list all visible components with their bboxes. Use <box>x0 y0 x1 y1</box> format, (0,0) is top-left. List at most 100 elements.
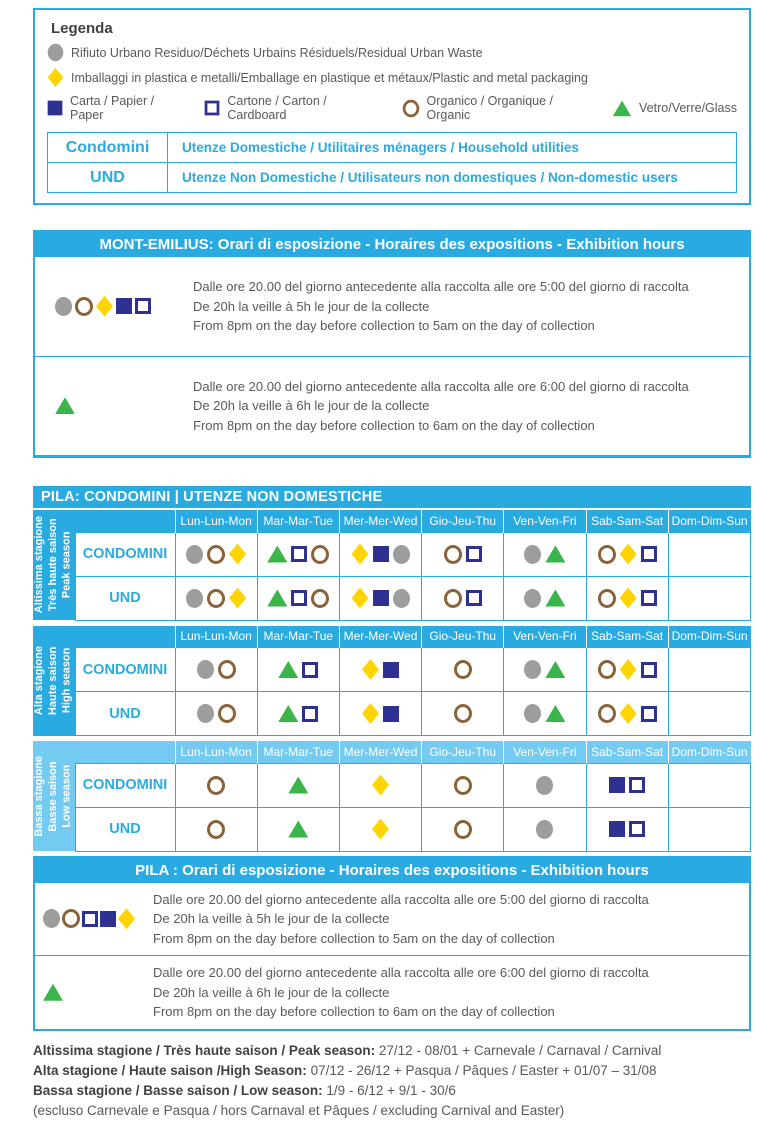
navy-square-open-icon <box>640 661 657 678</box>
schedule-cell <box>585 691 669 736</box>
navy-square-open-icon <box>465 590 482 606</box>
schedule-row: UND <box>33 806 752 852</box>
yellow-diamond-icon <box>362 703 379 724</box>
gray-circle-icon <box>524 704 542 723</box>
mont-emilius-hours-rows: Dalle ore 20.00 del giorno antecedente a… <box>35 257 749 455</box>
gray-circle-icon <box>536 775 554 795</box>
hours-text-line: De 20h la veille à 6h le jour de la coll… <box>153 984 390 1000</box>
navy-square-open-icon <box>640 590 657 606</box>
schedule-cell-icons <box>176 660 257 679</box>
legend-row: Carta / Papier / Paper Cartone / Carton /… <box>47 94 737 122</box>
yellow-diamond-icon <box>362 659 379 680</box>
schedule-cell-icons <box>258 776 339 794</box>
yellow-diamond-icon <box>372 818 389 840</box>
schedule-cell-icons <box>340 543 421 565</box>
gray-circle-icon <box>392 588 410 608</box>
gray-circle-icon <box>186 544 204 564</box>
pila-hours-rows: Dalle ore 20.00 del giorno antecedente a… <box>35 883 749 1029</box>
season-label: Altissima stagione Très haute saison Peak … <box>33 516 73 614</box>
navy-square-open-icon <box>291 546 308 562</box>
user-type-code: Condomini <box>47 132 168 163</box>
hours-text-line: Dalle ore 20.00 del giorno antecedente a… <box>193 279 689 294</box>
yellow-diamond-icon <box>619 587 637 609</box>
schedule-cell <box>503 691 587 736</box>
day-header-row: Altissima stagione Très haute saison Peak … <box>33 510 751 620</box>
schedule-cell-icons <box>258 705 339 722</box>
row-label: CONDOMINI <box>74 531 176 577</box>
schedule-cell-icons <box>340 774 421 796</box>
green-triangle-icon <box>55 397 75 415</box>
schedule-cell <box>256 806 340 852</box>
legend-item: Imballaggi in plastica e metalli/Emballa… <box>47 67 737 88</box>
user-type-description: Utenze Non Domestiche / Utilisateurs non… <box>167 162 737 193</box>
schedule-cell <box>667 647 752 692</box>
schedule-cell-icons <box>587 543 668 565</box>
brown-ring-icon <box>311 544 330 564</box>
season-dates-line: Alta stagione / Haute saison /High Seaso… <box>33 1062 657 1078</box>
season-label-cell: Alta stagione Haute saison High season <box>33 625 75 736</box>
schedule-cell <box>585 762 669 808</box>
green-triangle-icon <box>278 661 299 678</box>
legend-item: Rifiuto Urbano Residuo/Déchets Urbains R… <box>47 43 737 62</box>
season-table: Alta stagione Haute saison High season Lun-… <box>33 625 752 736</box>
yellow-diamond-icon <box>351 587 369 609</box>
schedule-cell <box>421 806 505 852</box>
schedule-cell <box>338 575 423 621</box>
schedule-row: CONDOMINI <box>33 762 752 808</box>
navy-square-icon <box>100 910 116 927</box>
pila-schedule-header: PILA: CONDOMINI | UTENZE NON DOMESTICHE <box>33 486 751 508</box>
season-label: Alta stagione Haute saison High season <box>33 645 73 716</box>
navy-square-icon <box>383 705 399 722</box>
schedule-cell-icons <box>176 587 257 609</box>
day-header: Ven-Ven-Fri <box>503 510 587 532</box>
legend-item: Cartone / Carton / Cardboard <box>204 94 383 122</box>
season-table: Altissima stagione Très haute saison Peak … <box>33 510 752 621</box>
schedule-cell-icons <box>258 820 339 838</box>
schedule-cell <box>338 691 423 736</box>
hours-text-line: Dalle ore 20.00 del giorno antecedente a… <box>153 965 649 980</box>
schedule-cell <box>667 691 752 736</box>
schedule-cell <box>503 762 587 808</box>
schedule-cell <box>421 762 505 808</box>
schedule-cell <box>503 575 587 621</box>
season-block: Alta stagione Haute saison High season Lun-… <box>33 625 752 736</box>
brown-ring-icon <box>217 704 236 723</box>
schedule-cell-icons <box>504 544 585 564</box>
season-block: Bassa stagione Basse saison Low season Lun-… <box>33 741 752 852</box>
hours-text-line: From 8pm on the day before collection to… <box>193 318 595 333</box>
schedule-cell-icons <box>176 819 257 839</box>
yellow-diamond-icon <box>229 587 247 609</box>
schedule-cell-icons <box>176 775 257 795</box>
legend-title: Legenda <box>51 20 113 37</box>
schedule-cell <box>503 806 587 852</box>
schedule-cell-icons <box>504 704 585 723</box>
navy-square-open-icon <box>302 661 319 678</box>
gray-circle-icon <box>524 660 542 679</box>
row-label: CONDOMINI <box>74 762 176 808</box>
day-header: Mar-Mar-Tue <box>256 510 340 532</box>
green-triangle-icon <box>288 776 309 794</box>
schedule-cell <box>421 531 505 577</box>
navy-square-open-icon <box>205 100 220 116</box>
brown-ring-icon <box>207 819 226 839</box>
season-block: Altissima stagione Très haute saison Peak … <box>33 510 752 621</box>
yellow-diamond-icon <box>619 659 637 680</box>
day-header-row: Alta stagione Haute saison High season Lun-… <box>33 625 751 736</box>
navy-square-open-icon <box>291 590 308 606</box>
hours-text-line: De 20h la veille à 5h le jour de la coll… <box>153 911 390 926</box>
brown-ring-icon <box>402 99 419 117</box>
hours-text-line: Dalle ore 20.00 del giorno antecedente a… <box>153 891 649 907</box>
day-header: Mar-Mar-Tue <box>256 741 340 763</box>
row-label: UND <box>74 575 176 621</box>
brown-ring-icon <box>597 704 616 723</box>
legend-items: Rifiuto Urbano Residuo/Déchets Urbains R… <box>47 43 737 122</box>
legend-item: Vetro/Verre/Glass <box>612 100 737 117</box>
pila-season-blocks: Altissima stagione Très haute saison Peak … <box>33 510 752 852</box>
season-dates-line: Altissima stagione / Très haute saison /… <box>33 1042 662 1058</box>
navy-square-open-icon <box>629 777 646 793</box>
schedule-cell-icons <box>340 818 421 840</box>
day-header: Mer-Mer-Wed <box>338 741 422 763</box>
hours-row: Dalle ore 20.00 del giorno antecedente a… <box>35 955 749 1029</box>
schedule-cell <box>503 531 587 577</box>
